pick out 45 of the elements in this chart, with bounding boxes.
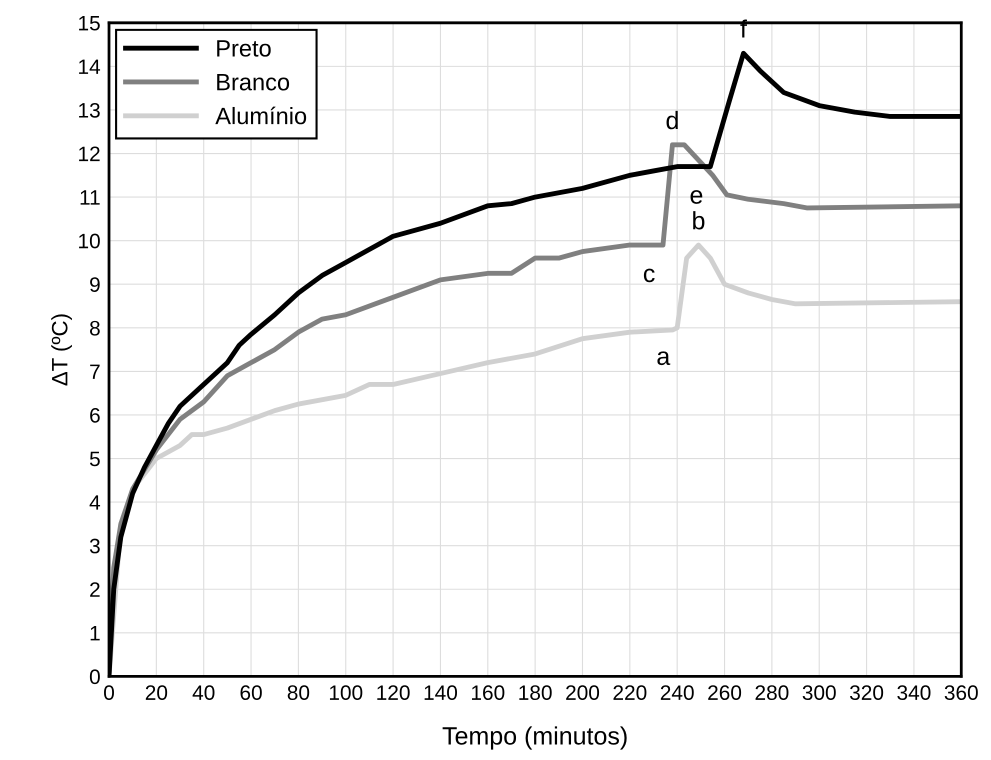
annotation: d <box>666 110 678 130</box>
x-tick-label: 280 <box>756 685 788 700</box>
x-axis-title: Tempo (minutos) <box>442 726 627 750</box>
x-tick-label: 120 <box>377 685 410 700</box>
x-tick-label: 300 <box>802 685 836 700</box>
y-tick-label: 11 <box>80 190 100 205</box>
y-tick-label: 14 <box>79 60 100 74</box>
y-tick-label: 4 <box>90 495 100 510</box>
y-axis-title: ΔT (ºC) <box>51 314 72 386</box>
y-tick-label: 5 <box>90 452 100 466</box>
legend-label: Branco <box>217 74 290 90</box>
y-tick-label: 13 <box>79 102 100 118</box>
y-tick-label: 10 <box>79 234 100 248</box>
x-tick-label: 200 <box>566 685 600 700</box>
y-tick-label: 0 <box>90 669 100 684</box>
x-tick-label: 0 <box>104 685 114 700</box>
annotation: c <box>644 268 655 282</box>
y-tick-label: 2 <box>90 582 100 597</box>
x-tick-label: 360 <box>944 685 978 700</box>
y-tick-label: 6 <box>90 408 100 423</box>
annotation: b <box>693 211 704 230</box>
x-tick-label: 60 <box>240 685 262 700</box>
x-tick-label: 340 <box>897 685 930 700</box>
y-tick-label: 3 <box>90 538 100 554</box>
annotation: e <box>690 190 702 204</box>
annotation: a <box>657 351 670 366</box>
x-tick-label: 260 <box>708 685 742 700</box>
x-tick-label: 160 <box>472 685 504 700</box>
legend-label: Alumínio <box>215 106 306 124</box>
y-tick-label: 9 <box>90 277 100 292</box>
y-tick-label: 15 <box>79 16 100 31</box>
x-tick-label: 180 <box>519 685 552 700</box>
x-tick-label: 140 <box>424 685 458 700</box>
x-tick-label: 320 <box>850 685 884 700</box>
y-tick-label: 12 <box>79 146 100 162</box>
y-tick-label: 1 <box>90 626 100 640</box>
legend-label: Preto <box>217 40 271 57</box>
x-tick-label: 100 <box>330 685 362 700</box>
x-tick-label: 40 <box>192 685 214 700</box>
y-tick-label: 8 <box>90 320 100 336</box>
x-tick-label: 20 <box>146 685 168 700</box>
x-tick-label: 80 <box>288 685 310 700</box>
y-tick-label: 7 <box>90 364 100 379</box>
x-tick-label: 220 <box>614 685 646 700</box>
x-tick-label: 240 <box>660 685 694 700</box>
